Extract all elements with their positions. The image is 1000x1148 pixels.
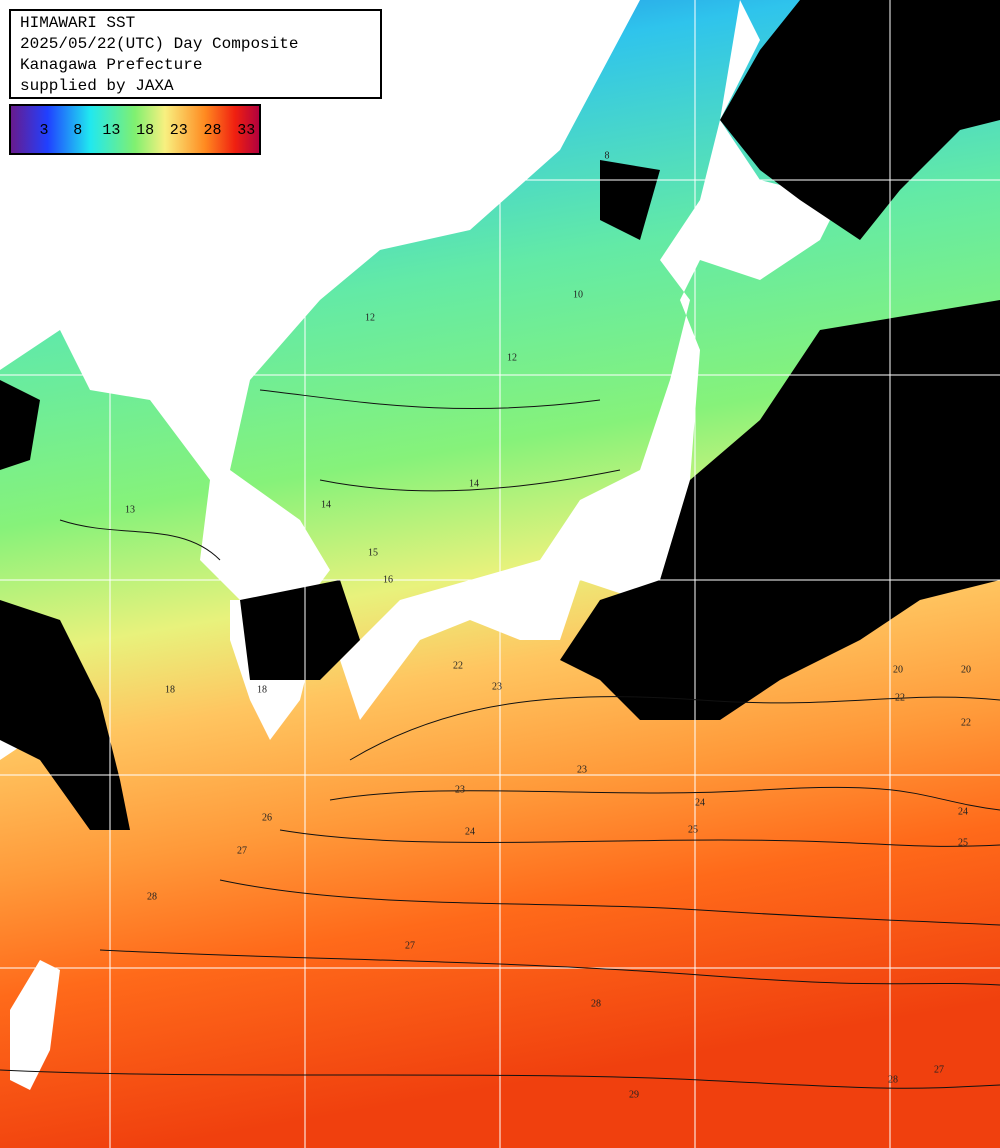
contour-label: 18 [165, 684, 175, 695]
contour-label: 29 [629, 1089, 639, 1100]
contour-label: 22 [895, 692, 905, 703]
contour-label: 23 [577, 764, 587, 775]
colorbar-label: 13 [102, 122, 120, 139]
colorbar-label: 28 [203, 122, 221, 139]
contour-label: 18 [257, 684, 267, 695]
contour-label: 26 [262, 812, 272, 823]
contour-label: 13 [125, 504, 135, 515]
contour-label: 20 [893, 664, 903, 675]
header: HIMAWARI SST 2025/05/22(UTC) Day Composit… [20, 14, 298, 95]
colorbar-label: 3 [39, 122, 48, 139]
header-line: Kanagawa Prefecture [20, 56, 202, 74]
contour-label: 12 [507, 352, 517, 363]
contour-label: 23 [455, 784, 465, 795]
contour-labels: 8 10 12 12 14 14 15 16 13 18 18 20 20 22 22 22 23 23 23 24 2… [125, 150, 971, 1100]
contour-label: 14 [321, 499, 331, 510]
colorbar-label: 8 [73, 122, 82, 139]
contour-label: 25 [958, 837, 968, 848]
contour-label: 25 [688, 824, 698, 835]
colorbar [9, 104, 261, 155]
colorbar-labels: 3 8 13 18 23 28 33 [39, 122, 255, 139]
contour-label: 10 [573, 289, 583, 300]
contour-label: 15 [368, 547, 378, 558]
header-line: supplied by JAXA [20, 77, 174, 95]
contour-label: 22 [961, 717, 971, 728]
header-line: HIMAWARI SST [20, 14, 135, 32]
header-line: 2025/05/22(UTC) Day Composite [20, 35, 298, 53]
contour-label: 24 [465, 826, 475, 837]
contour-label: 28 [591, 998, 601, 1009]
contours [0, 389, 1000, 1089]
contour-label: 16 [383, 574, 393, 585]
colorbar-label: 33 [237, 122, 255, 139]
contour-label: 24 [958, 806, 968, 817]
contour-label: 27 [934, 1064, 944, 1075]
contour-label: 27 [237, 845, 247, 856]
contour-label: 14 [469, 478, 479, 489]
header-box [9, 9, 382, 99]
contour-label: 12 [365, 312, 375, 323]
colorbar-label: 23 [170, 122, 188, 139]
contour-label: 8 [605, 150, 610, 161]
contour-label: 20 [961, 664, 971, 675]
contour-label: 24 [695, 797, 705, 808]
contour-label: 23 [492, 681, 502, 692]
contour-label: 28 [147, 891, 157, 902]
colorbar-label: 18 [136, 122, 154, 139]
contour-label: 28 [888, 1074, 898, 1085]
contour-label: 22 [453, 660, 463, 671]
contour-label: 27 [405, 940, 415, 951]
